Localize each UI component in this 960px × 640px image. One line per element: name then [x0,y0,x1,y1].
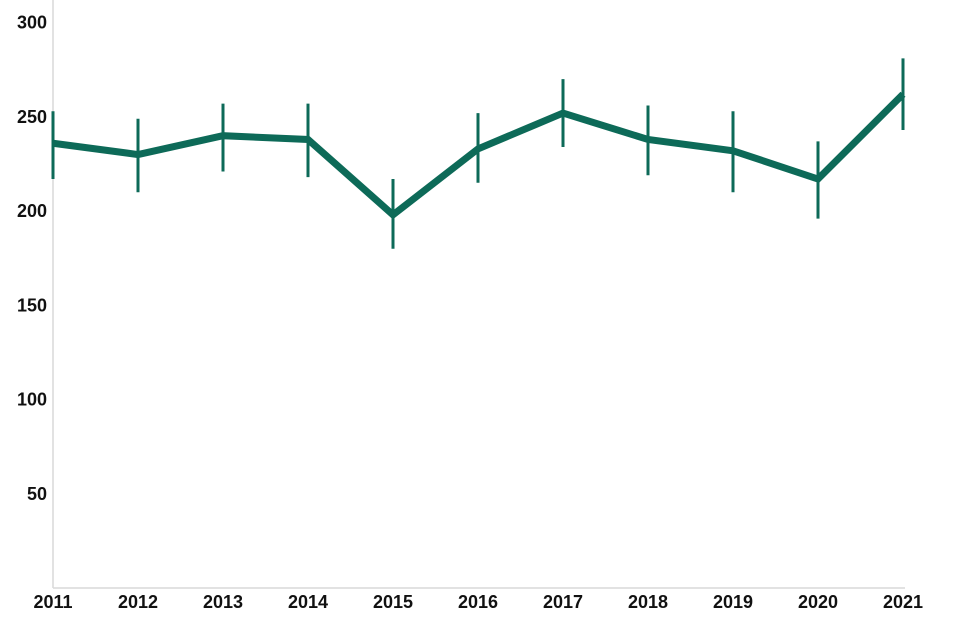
x-tick-label: 2016 [458,592,498,612]
y-tick-label: 250 [17,107,47,127]
y-tick-label: 50 [27,484,47,504]
x-tick-label: 2011 [33,592,72,612]
x-tick-label: 2021 [883,592,923,612]
x-tick-label: 2013 [203,592,243,612]
y-tick-label: 300 [17,13,47,33]
x-tick-label: 2018 [628,592,668,612]
x-tick-label: 2012 [118,592,158,612]
x-tick-label: 2017 [543,592,583,612]
x-tick-label: 2020 [798,592,838,612]
data-line [52,91,906,220]
y-tick-label: 100 [17,390,47,410]
y-tick-label: 200 [17,201,47,221]
x-tick-label: 2014 [288,592,328,612]
x-tick-label: 2019 [713,592,753,612]
y-tick-label: 150 [17,295,47,315]
x-tick-label: 2015 [373,592,413,612]
